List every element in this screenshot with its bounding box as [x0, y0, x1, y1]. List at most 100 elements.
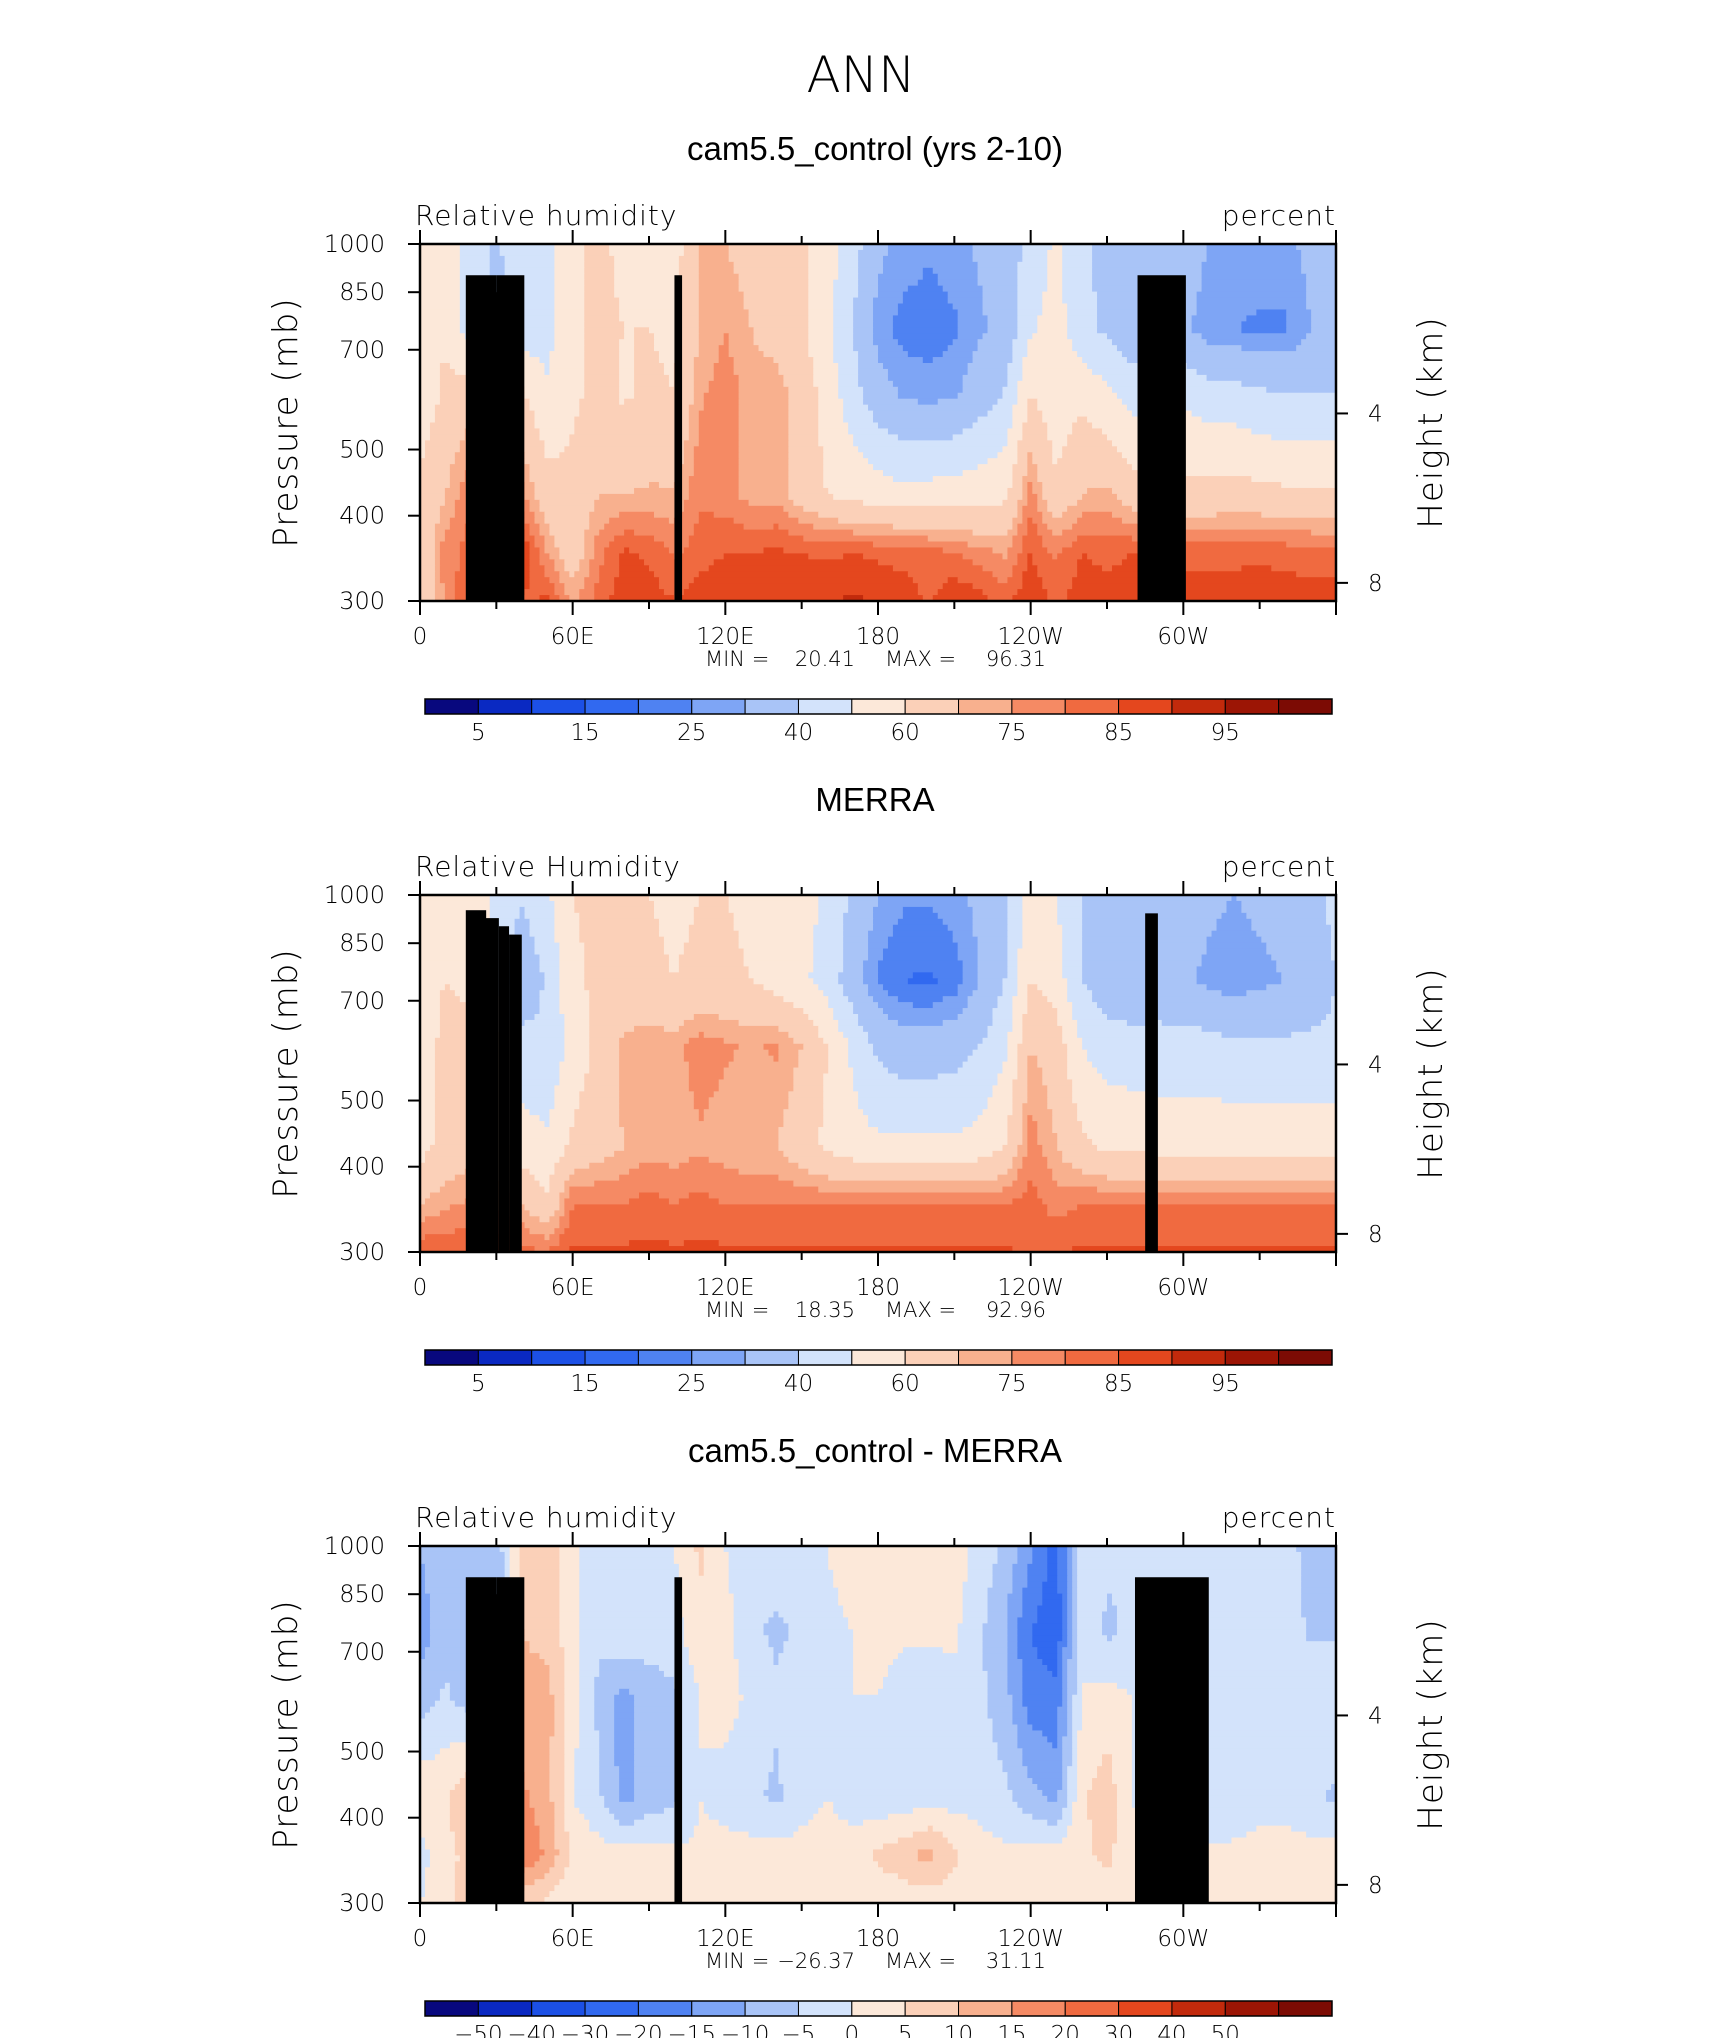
- contour-cell: [564, 1778, 575, 1785]
- contour-cell: [748, 966, 814, 973]
- contour-cell: [1221, 912, 1247, 920]
- contour-cell: [529, 541, 536, 549]
- contour-cell: [579, 1097, 620, 1104]
- contour-cell: [803, 1008, 834, 1015]
- contour-cell: [738, 380, 785, 388]
- contour-cell: [529, 1801, 556, 1809]
- contour-cell: [1141, 553, 1337, 560]
- contour-cell: [564, 1736, 580, 1743]
- contour-cell: [644, 1813, 700, 1821]
- contour-cell: [798, 517, 839, 525]
- contour-cell: [529, 499, 541, 507]
- contour-cell: [420, 1073, 436, 1081]
- contour-cell: [868, 942, 889, 950]
- contour-cell: [420, 1688, 441, 1696]
- contour-cell: [972, 529, 1009, 537]
- contour-cell: [907, 351, 944, 358]
- contour-cell: [1111, 1760, 1133, 1767]
- contour-cell: [823, 1091, 859, 1098]
- contour-cell: [778, 1025, 819, 1033]
- contour-cell: [559, 954, 585, 962]
- contour-cell: [434, 410, 486, 418]
- contour-cell: [594, 1682, 675, 1690]
- contour-cell: [882, 948, 959, 956]
- contour-cell: [768, 1778, 780, 1785]
- contour-cell: [534, 1014, 565, 1021]
- contour-cell: [678, 476, 690, 483]
- contour-cell: [549, 1234, 560, 1241]
- contour-cell: [634, 1724, 680, 1732]
- contour-cell: [693, 392, 705, 400]
- contour-cell: [1007, 1670, 1023, 1678]
- contour-cell: [1082, 1724, 1133, 1732]
- contour-cell: [708, 380, 740, 388]
- contour-cell: [663, 936, 690, 944]
- contour-cell: [693, 386, 710, 394]
- contour-cell: [1027, 1091, 1048, 1098]
- contour-cell: [1062, 1605, 1068, 1613]
- contour-cell: [1037, 476, 1153, 483]
- contour-cell: [828, 1067, 854, 1075]
- contour-cell: [848, 422, 879, 430]
- contour-cell: [634, 1789, 680, 1797]
- contour-cell: [688, 1659, 740, 1666]
- contour-cell: [853, 1665, 889, 1672]
- contour-cell: [1072, 1599, 1078, 1607]
- contour-cell: [549, 368, 585, 376]
- colorbar-box: [1011, 698, 1066, 715]
- colorbar-box: [584, 1349, 639, 1366]
- colorbar-box: [1278, 1349, 1333, 1366]
- contour-cell: [1027, 553, 1033, 560]
- contour-cell: [1072, 1563, 1078, 1571]
- contour-cell: [808, 303, 834, 311]
- contour-cell: [519, 1061, 560, 1069]
- contour-cell: [1037, 523, 1048, 531]
- contour-cell: [524, 1629, 560, 1636]
- contour-cell: [629, 1240, 670, 1247]
- contour-cell: [439, 363, 451, 370]
- contour-cell: [783, 1784, 1009, 1791]
- contour-cell: [1012, 1097, 1028, 1104]
- contour-cell: [514, 1724, 556, 1732]
- contour-cell: [873, 410, 989, 418]
- contour-cell: [1022, 1807, 1063, 1815]
- contour-cell: [957, 1647, 984, 1654]
- contour-cell: [1077, 1688, 1083, 1696]
- contour-cell: [818, 434, 854, 441]
- contour-cell: [873, 333, 894, 340]
- contour-cell: [539, 1180, 551, 1188]
- contour-cell: [420, 1855, 431, 1862]
- contour-cell: [504, 1127, 570, 1134]
- contour-cell: [838, 1593, 964, 1601]
- contour-cell: [509, 315, 556, 322]
- contour-cell: [693, 458, 740, 465]
- contour-cell: [738, 1700, 989, 1708]
- contour-cell: [1306, 297, 1337, 305]
- contour-cell: [1027, 1144, 1043, 1152]
- contour-cell: [420, 577, 436, 584]
- contour-cell: [843, 404, 869, 412]
- contour-cell: [912, 1831, 944, 1839]
- contour-cell: [459, 255, 491, 263]
- contour-cell: [554, 559, 565, 566]
- contour-cell: [1037, 1617, 1063, 1624]
- contour-cell: [1022, 1700, 1063, 1708]
- contour-cell: [1037, 984, 1068, 991]
- contour-cell: [1017, 1724, 1033, 1732]
- contour-cell: [1027, 559, 1033, 566]
- contour-cell: [1196, 309, 1257, 316]
- y-tick-label: 850: [339, 1580, 385, 1608]
- contour-cell: [892, 565, 984, 572]
- contour-cell: [1256, 1825, 1292, 1833]
- contour-cell: [1116, 1611, 1148, 1618]
- contour-cell: [853, 333, 874, 340]
- contour-cell: [579, 936, 665, 944]
- contour-cell: [619, 1091, 695, 1098]
- contour-cell: [619, 315, 680, 322]
- contour-cell: [539, 996, 560, 1003]
- contour-cell: [1052, 553, 1058, 560]
- contour-cell: [868, 1121, 974, 1128]
- contour-cell: [838, 368, 859, 376]
- contour-cell: [439, 1008, 481, 1015]
- contour-cell: [1077, 1109, 1337, 1116]
